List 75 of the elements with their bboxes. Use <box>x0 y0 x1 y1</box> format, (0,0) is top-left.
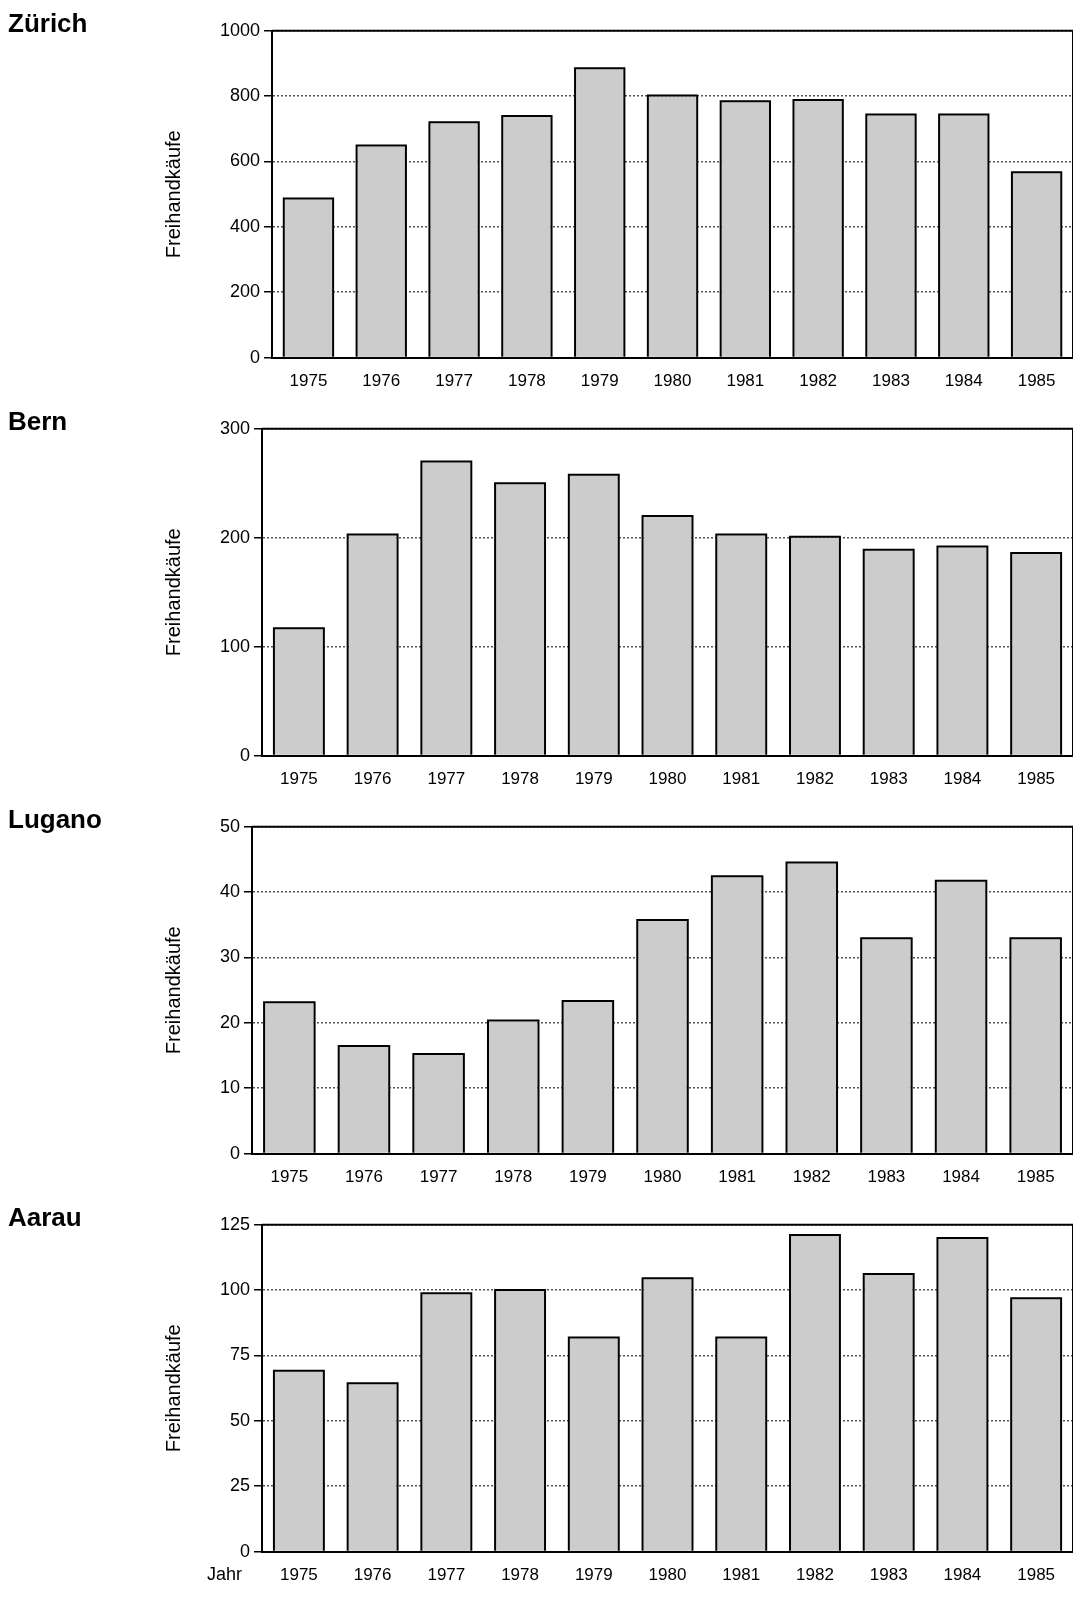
y-tick-label: 25 <box>230 1475 251 1496</box>
x-tick-label: 1983 <box>867 1167 906 1187</box>
x-tick-label: 1984 <box>942 1167 980 1187</box>
y-tick-label: 400 <box>230 215 261 236</box>
x-tick-label: 1975 <box>289 371 328 391</box>
x-tick-label: 1980 <box>648 1565 687 1585</box>
y-tick-label: 20 <box>219 1011 241 1032</box>
y-tick-label: 30 <box>219 946 241 967</box>
x-tick-label: 1976 <box>353 769 392 789</box>
text: Zürich <box>8 8 88 39</box>
y-tick-label: 0 <box>230 1142 241 1163</box>
x-tick-label: 1978 <box>501 1565 539 1585</box>
text: Bern <box>8 406 68 437</box>
x-tick-label: 1982 <box>796 1565 834 1585</box>
chart-title: Lugano <box>8 804 102 835</box>
x-tick-label: 1979 <box>574 1565 613 1585</box>
x-tick-label: 1975 <box>270 1167 309 1187</box>
y-tick-label: 40 <box>219 881 241 902</box>
x-tick-label: 1975 <box>279 1565 318 1585</box>
y-tick-label: 0 <box>250 346 261 367</box>
y-tick-label: 200 <box>219 526 251 547</box>
x-tick-label: 1981 <box>726 371 765 391</box>
y-tick-label: 100 <box>219 635 251 656</box>
x-tick-label: 1982 <box>792 1167 831 1187</box>
text: Aarau <box>8 1202 82 1233</box>
y-tick-label: 800 <box>230 85 261 106</box>
x-tick-label: 1979 <box>574 769 613 789</box>
y-axis-title: Freihandkäufe <box>161 130 184 259</box>
x-tick-label: 1977 <box>427 769 466 789</box>
x-tick-label: 1977 <box>427 1565 466 1585</box>
y-tick-label: 75 <box>230 1344 251 1365</box>
y-tick-label: 50 <box>230 1409 251 1430</box>
x-tick-label: 1980 <box>643 1167 682 1187</box>
y-axis-title: Freihandkäufe <box>161 528 184 657</box>
x-tick-label: 1984 <box>944 371 983 391</box>
x-tick-label: 1983 <box>872 371 910 391</box>
y-tick-label: 0 <box>240 1540 251 1561</box>
y-tick-label: 50 <box>219 815 241 836</box>
x-tick-label: 1975 <box>279 769 318 789</box>
x-tick-label: 1985 <box>1017 371 1056 391</box>
y-tick-label: 1000 <box>220 19 261 40</box>
x-tick-label: 1979 <box>568 1167 607 1187</box>
y-tick-label: 600 <box>230 150 261 171</box>
x-tick-label: 1985 <box>1017 769 1056 789</box>
x-tick-label: 1981 <box>722 769 761 789</box>
x-tick-label: 1978 <box>501 769 539 789</box>
y-axis-title: Freihandkäufe <box>161 926 184 1055</box>
x-tick-label: 1985 <box>1017 1565 1056 1585</box>
x-tick-label: 1983 <box>869 769 908 789</box>
y-tick-label: 100 <box>219 1279 251 1300</box>
y-tick-label: 125 <box>219 1213 251 1234</box>
y-tick-label: 10 <box>219 1077 241 1098</box>
y-tick-label: 200 <box>230 281 261 302</box>
y-tick-label: 0 <box>240 744 251 765</box>
x-tick-label: 1977 <box>419 1167 458 1187</box>
x-tick-label: 1976 <box>362 371 401 391</box>
x-tick-label: 1979 <box>580 371 619 391</box>
x-tick-label: 1976 <box>353 1565 392 1585</box>
x-tick-label: 1977 <box>435 371 473 391</box>
x-tick-label: 1985 <box>1016 1167 1055 1187</box>
x-tick-label: 1978 <box>507 371 546 391</box>
x-tick-label: 1981 <box>722 1565 761 1585</box>
y-tick-label: 300 <box>219 417 251 438</box>
x-axis-title: Jahr <box>207 1563 243 1584</box>
x-tick-label: 1981 <box>718 1167 757 1187</box>
x-tick-label: 1984 <box>943 769 982 789</box>
x-tick-label: 1980 <box>653 371 692 391</box>
x-tick-label: 1976 <box>345 1167 383 1187</box>
x-tick-label: 1978 <box>494 1167 533 1187</box>
y-axis-title: Freihandkäufe <box>161 1324 184 1453</box>
x-tick-label: 1983 <box>869 1565 908 1585</box>
x-tick-label: 1982 <box>796 769 834 789</box>
x-tick-label: 1980 <box>648 769 687 789</box>
x-tick-label: 1982 <box>799 371 838 391</box>
x-tick-label: 1984 <box>943 1565 982 1585</box>
